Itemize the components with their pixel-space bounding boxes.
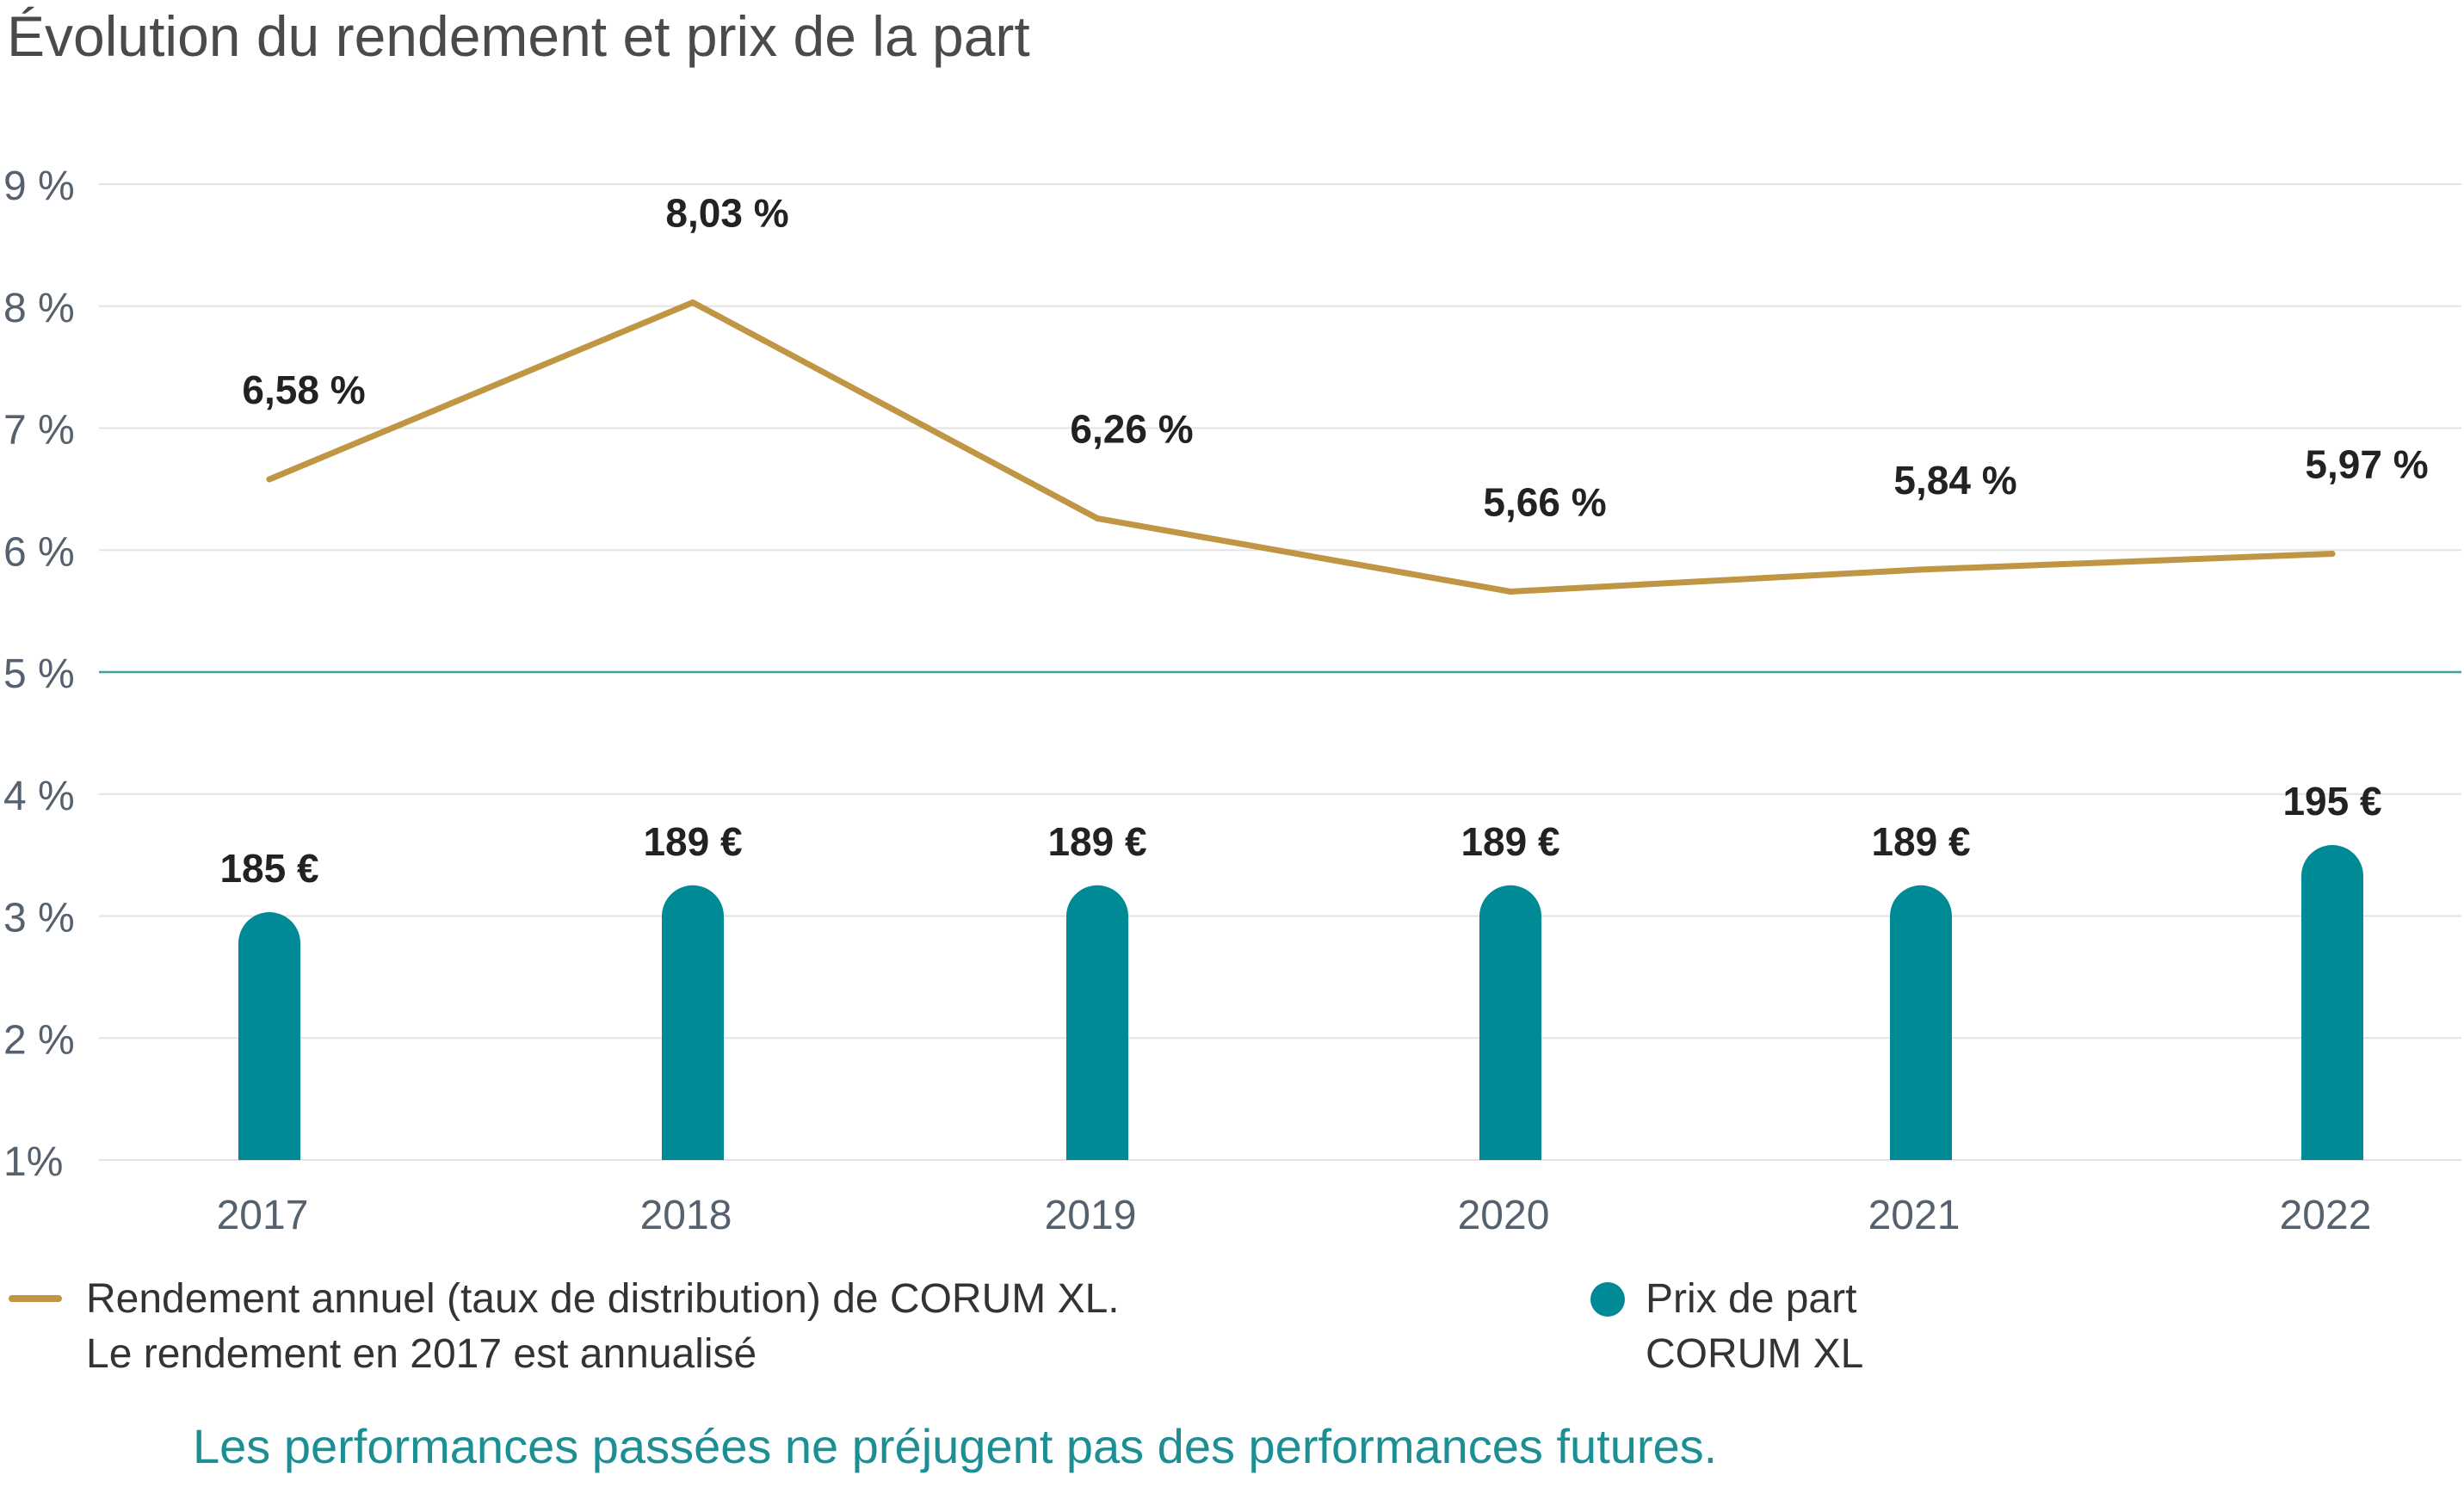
yield-data-label: 6,58 % [242,367,365,412]
price-data-label: 189 € [1871,819,1970,864]
price-data-label: 195 € [2282,779,2381,824]
x-tick-label: 2017 [217,1193,309,1238]
y-tick-label: 9 % [3,164,75,209]
legend-bar-label: Prix de part [1646,1276,1857,1322]
yield-data-label: 6,26 % [1070,406,1193,451]
x-tick-label: 2021 [1868,1193,1961,1238]
yield-point [1507,588,1514,595]
yield-point [689,299,696,305]
price-bar [662,885,724,1160]
yield-point [2329,551,2336,558]
disclaimer-text: Les performances passées ne préjugent pa… [193,1419,1718,1473]
y-tick-label: 3 % [3,896,75,941]
price-data-label: 189 € [1047,819,1146,864]
x-tick-label: 2018 [640,1193,732,1238]
yield-data-label: 8,03 % [665,190,788,235]
price-bar [2301,845,2363,1160]
yield-line [266,299,2336,595]
y-tick-label: 8 % [3,286,75,331]
x-tick-label: 2019 [1045,1193,1137,1238]
price-bar [1066,885,1128,1160]
legend-bar-swatch [1590,1282,1625,1317]
legend-line-swatch [9,1295,62,1302]
chart-title: Évolution du rendement et prix de la par… [7,4,1030,68]
legend-bar-label-2: CORUM XL [1646,1331,1864,1377]
price-data-label: 189 € [1460,819,1559,864]
y-tick-label: 5 % [3,651,75,697]
legend-line-entry: Rendement annuel (taux de distribution) … [86,1272,1120,1382]
legend-line-note: Le rendement en 2017 est annualisé [86,1331,757,1377]
legend-bar-entry: Prix de part CORUM XL [1646,1272,1863,1382]
x-tick-label: 2020 [1458,1193,1550,1238]
y-tick-label: 4 % [3,774,75,819]
price-bar [1479,885,1541,1160]
yield-point [1917,566,1924,573]
yield-data-label: 5,66 % [1483,479,1606,524]
y-tick-label: 6 % [3,529,75,575]
yield-point [266,476,273,483]
y-tick-label: 1% [3,1139,63,1185]
y-tick-label: 2 % [3,1017,75,1063]
x-tick-label: 2022 [2280,1193,2372,1238]
legend-line-label: Rendement annuel (taux de distribution) … [86,1276,1120,1322]
yield-data-label: 5,84 % [1893,458,2016,503]
price-bar [238,912,300,1160]
price-bar [1890,885,1952,1160]
price-data-label: 185 € [219,846,318,891]
y-tick-label: 7 % [3,408,75,454]
chart-plot: 1% 2 % 3 % 4 % 5 % 6 % 7 % 8 % 9 % 185 € 189 € 189… [3,164,2461,1238]
yield-point [1094,515,1101,521]
price-data-label: 189 € [643,819,742,864]
yield-data-label: 5,97 % [2305,442,2428,487]
